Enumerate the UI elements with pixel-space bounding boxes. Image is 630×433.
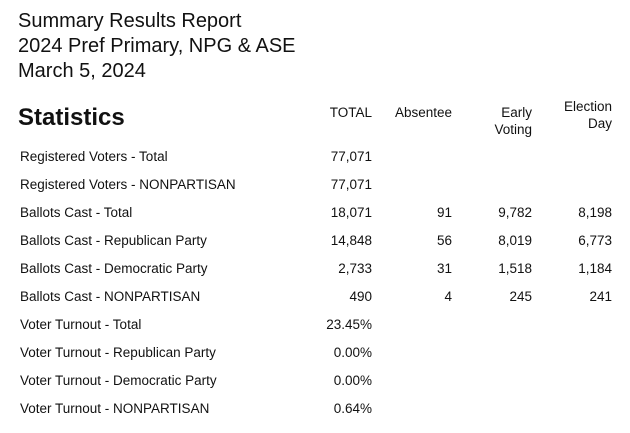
cell-early-voting: 1,518 — [498, 261, 532, 276]
row-label: Ballots Cast - NONPARTISAN — [20, 289, 201, 304]
table-row: Ballots Cast - NONPARTISAN 490 4 245 241 — [0, 289, 630, 309]
row-label: Registered Voters - NONPARTISAN — [20, 177, 236, 192]
cell-election-day: 8,198 — [578, 205, 612, 220]
cell-early-voting: 245 — [509, 289, 532, 304]
cell-total: 0.00% — [333, 373, 372, 388]
cell-absentee: 31 — [436, 261, 452, 276]
row-label: Voter Turnout - NONPARTISAN — [20, 401, 210, 416]
row-label: Ballots Cast - Republican Party — [20, 233, 207, 248]
cell-total: 2,733 — [338, 261, 372, 276]
header-election-line2: Day — [587, 116, 612, 131]
header-early-voting: Early Voting — [494, 104, 532, 138]
row-label: Voter Turnout - Republican Party — [20, 345, 216, 360]
header-absentee: Absentee — [394, 105, 452, 120]
header-early-line1: Early — [501, 105, 532, 120]
report-title: Summary Results Report — [18, 10, 242, 32]
cell-total: 0.64% — [333, 401, 372, 416]
table-row: Ballots Cast - Total 18,071 91 9,782 8,198 — [0, 205, 630, 225]
cell-election-day: 241 — [589, 289, 612, 304]
cell-absentee: 4 — [444, 289, 452, 304]
row-label: Voter Turnout - Total — [20, 317, 142, 332]
table-row: Voter Turnout - Democratic Party 0.00% — [0, 373, 630, 393]
cell-absentee: 91 — [436, 205, 452, 220]
cell-absentee: 56 — [436, 233, 452, 248]
cell-total: 490 — [349, 289, 372, 304]
row-label: Voter Turnout - Democratic Party — [20, 373, 217, 388]
table-row: Voter Turnout - Republican Party 0.00% — [0, 345, 630, 365]
header-total: TOTAL — [329, 105, 372, 120]
election-date: March 5, 2024 — [18, 60, 146, 82]
cell-total: 23.45% — [326, 317, 372, 332]
table-row: Voter Turnout - Total 23.45% — [0, 317, 630, 337]
row-label: Ballots Cast - Total — [20, 205, 133, 220]
table-row: Ballots Cast - Democratic Party 2,733 31 1,… — [0, 261, 630, 281]
cell-total: 18,071 — [330, 205, 372, 220]
cell-early-voting: 8,019 — [498, 233, 532, 248]
header-election-line1: Election — [563, 99, 612, 114]
cell-total: 77,071 — [330, 149, 372, 164]
cell-total: 0.00% — [333, 345, 372, 360]
cell-total: 14,848 — [330, 233, 372, 248]
section-title: Statistics — [18, 104, 125, 131]
table-row: Voter Turnout - NONPARTISAN 0.64% — [0, 401, 630, 421]
header-election-day: Election Day — [564, 98, 612, 132]
table-row: Registered Voters - NONPARTISAN 77,071 — [0, 177, 630, 197]
election-name: 2024 Pref Primary, NPG & ASE — [18, 35, 296, 57]
cell-early-voting: 9,782 — [498, 205, 532, 220]
header-early-line2: Voting — [494, 122, 532, 137]
row-label: Registered Voters - Total — [20, 149, 168, 164]
cell-total: 77,071 — [330, 177, 372, 192]
cell-election-day: 6,773 — [578, 233, 612, 248]
table-row: Registered Voters - Total 77,071 — [0, 149, 630, 169]
cell-election-day: 1,184 — [578, 261, 612, 276]
row-label: Ballots Cast - Democratic Party — [20, 261, 208, 276]
table-row: Ballots Cast - Republican Party 14,848 56 8… — [0, 233, 630, 253]
